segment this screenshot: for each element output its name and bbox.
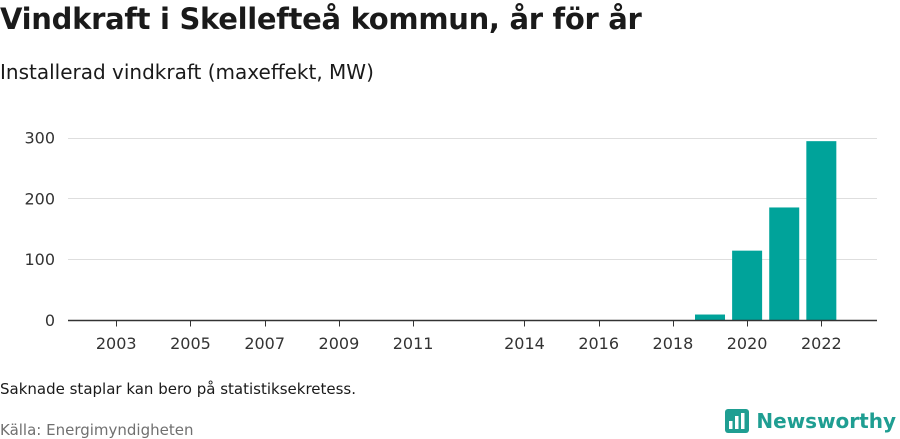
- chart-subtitle: Installerad vindkraft (maxeffekt, MW): [0, 60, 374, 84]
- y-tick-label: 300: [24, 129, 55, 148]
- bar: [806, 141, 837, 320]
- axes: 0 100 200 300 2003 2005 2007 2009 2011 2014 2016 20…: [24, 129, 877, 353]
- newsworthy-logo-icon: [725, 409, 750, 433]
- bar: [769, 207, 800, 320]
- x-tick-label: 2007: [244, 334, 285, 353]
- footnote: Saknade staplar kan bero på statistiksek…: [0, 380, 357, 398]
- x-tick-label: 2016: [578, 334, 619, 353]
- brand-logo: Newsworthy: [724, 405, 896, 437]
- x-tick-label: 2014: [504, 334, 545, 353]
- gridlines: [68, 138, 877, 260]
- y-tick-label: 200: [24, 189, 55, 208]
- x-tick-label: 2009: [319, 334, 360, 353]
- x-tick-label: 2018: [653, 334, 694, 353]
- bars: [695, 141, 837, 320]
- y-tick-label: 100: [24, 250, 55, 269]
- source-label: Källa: Energimyndigheten: [0, 421, 194, 439]
- bar-chart: 0 100 200 300 2003 2005 2007 2009 2011 2014 2016 20…: [24, 129, 877, 353]
- x-tick-label: 2011: [393, 334, 434, 353]
- chart-title: Vindkraft i Skellefteå kommun, år för år: [0, 2, 642, 36]
- x-tick-label: 2022: [801, 334, 842, 353]
- x-tick-label: 2005: [170, 334, 211, 353]
- brand-name: Newsworthy: [756, 409, 896, 433]
- x-tick-label: 2020: [727, 334, 768, 353]
- y-tick-label: 0: [45, 311, 55, 330]
- x-tick-label: 2003: [96, 334, 137, 353]
- bar: [695, 314, 726, 320]
- bar: [732, 250, 763, 320]
